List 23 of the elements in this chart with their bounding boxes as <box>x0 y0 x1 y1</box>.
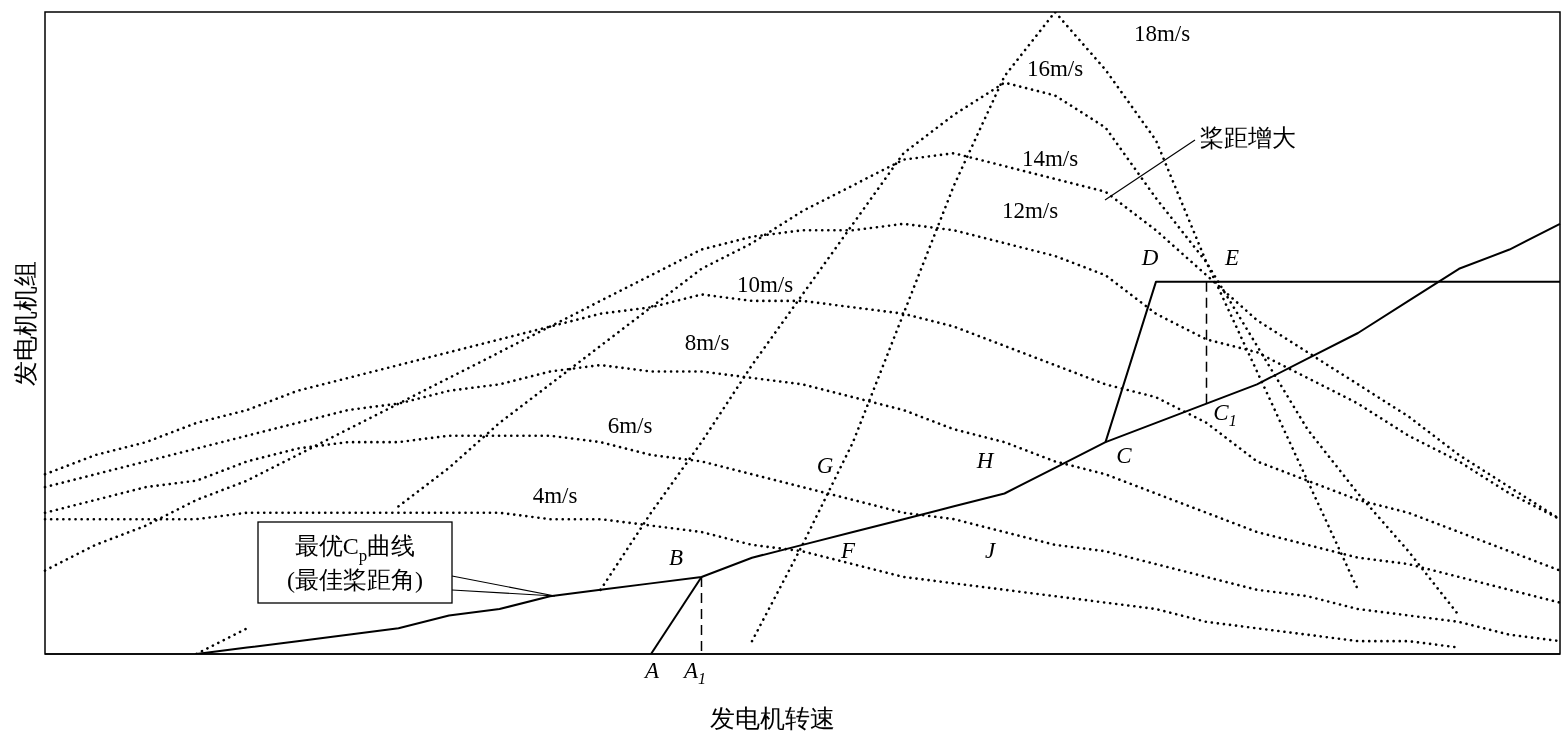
text: A$_{1}$ <box>681 657 707 687</box>
series-label: 14m/s <box>1021 145 1079 171</box>
annotation: G <box>816 452 834 478</box>
series-label: 4m/s <box>532 482 578 508</box>
annotation: C$_{1}$ <box>1213 399 1237 429</box>
annotation: H <box>975 447 995 473</box>
annotation: F <box>839 537 856 563</box>
series-label: 8m/s <box>684 329 730 355</box>
x-axis-title: 发电机转速 <box>710 704 835 732</box>
series-label: 12m/s <box>1001 197 1059 223</box>
annotation: D <box>1140 244 1159 270</box>
series-label: 10m/s <box>736 271 794 297</box>
annotation: E <box>1223 244 1240 270</box>
annotation: C <box>1116 442 1133 468</box>
series-label: 18m/s <box>1133 20 1191 46</box>
series-label: 6m/s <box>607 412 653 438</box>
annotation: 桨距增大 <box>1200 125 1296 151</box>
series-label: 16m/s <box>1026 55 1084 81</box>
series-label: 最优C$_{p}$曲线 (最佳桨距角) <box>287 533 423 593</box>
text: A <box>642 657 660 683</box>
y-axis-title: 发电机机组 <box>11 260 39 386</box>
annotation: J <box>984 537 997 563</box>
annotation: B <box>668 544 684 570</box>
